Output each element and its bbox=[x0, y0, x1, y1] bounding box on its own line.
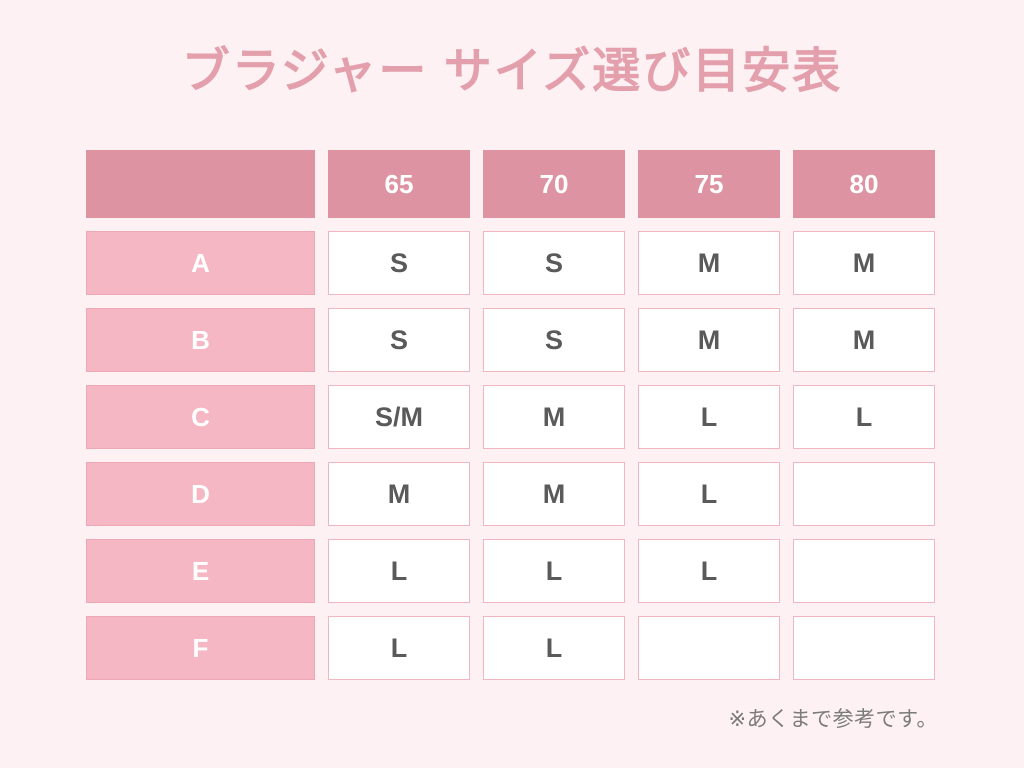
table-row: A S S M M bbox=[86, 231, 938, 295]
cell-b-65: S bbox=[328, 308, 470, 372]
row-label-d: D bbox=[86, 462, 315, 526]
table-row: F L L bbox=[86, 616, 938, 680]
cell-a-80: M bbox=[793, 231, 935, 295]
cell-b-80: M bbox=[793, 308, 935, 372]
table-row: B S S M M bbox=[86, 308, 938, 372]
cell-f-65: L bbox=[328, 616, 470, 680]
table-row: E L L L bbox=[86, 539, 938, 603]
row-label-f: F bbox=[86, 616, 315, 680]
cell-b-75: M bbox=[638, 308, 780, 372]
page-title: ブラジャー サイズ選び目安表 bbox=[181, 45, 843, 98]
header-cell-65: 65 bbox=[328, 150, 470, 218]
table-header-row: 65 70 75 80 bbox=[86, 150, 938, 218]
row-label-a: A bbox=[86, 231, 315, 295]
cell-d-70: M bbox=[483, 462, 625, 526]
header-cell-corner bbox=[86, 150, 315, 218]
cell-c-70: M bbox=[483, 385, 625, 449]
cell-b-70: S bbox=[483, 308, 625, 372]
cell-e-75: L bbox=[638, 539, 780, 603]
cell-c-80: L bbox=[793, 385, 935, 449]
cell-a-70: S bbox=[483, 231, 625, 295]
cell-f-80 bbox=[793, 616, 935, 680]
table-row: C S/M M L L bbox=[86, 385, 938, 449]
cell-d-75: L bbox=[638, 462, 780, 526]
row-label-e: E bbox=[86, 539, 315, 603]
header-cell-80: 80 bbox=[793, 150, 935, 218]
table-row: D M M L bbox=[86, 462, 938, 526]
cell-e-70: L bbox=[483, 539, 625, 603]
cell-a-75: M bbox=[638, 231, 780, 295]
header-cell-70: 70 bbox=[483, 150, 625, 218]
cell-e-80 bbox=[793, 539, 935, 603]
cell-d-80 bbox=[793, 462, 935, 526]
footnote-text: ※あくまで参考です。 bbox=[728, 708, 938, 731]
cell-e-65: L bbox=[328, 539, 470, 603]
size-chart-table: 65 70 75 80 A S S M M B S S M M C S/M M … bbox=[86, 150, 938, 680]
row-label-c: C bbox=[86, 385, 315, 449]
cell-a-65: S bbox=[328, 231, 470, 295]
cell-c-65: S/M bbox=[328, 385, 470, 449]
header-cell-75: 75 bbox=[638, 150, 780, 218]
cell-f-75 bbox=[638, 616, 780, 680]
cell-d-65: M bbox=[328, 462, 470, 526]
row-label-b: B bbox=[86, 308, 315, 372]
cell-c-75: L bbox=[638, 385, 780, 449]
cell-f-70: L bbox=[483, 616, 625, 680]
